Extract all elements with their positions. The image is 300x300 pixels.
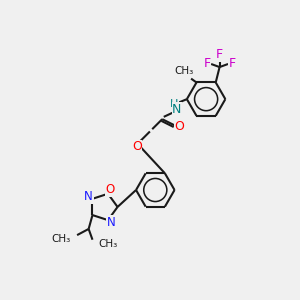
Text: N: N <box>84 190 93 203</box>
Text: O: O <box>174 120 184 134</box>
Text: N: N <box>107 216 116 229</box>
Text: H: H <box>169 99 178 109</box>
Text: O: O <box>132 140 142 153</box>
Text: F: F <box>204 58 211 70</box>
Text: N: N <box>172 103 182 116</box>
Text: O: O <box>106 183 115 196</box>
Text: F: F <box>228 58 236 70</box>
Text: CH₃: CH₃ <box>99 238 118 249</box>
Text: F: F <box>216 48 223 61</box>
Text: CH₃: CH₃ <box>52 234 71 244</box>
Text: CH₃: CH₃ <box>175 66 194 76</box>
